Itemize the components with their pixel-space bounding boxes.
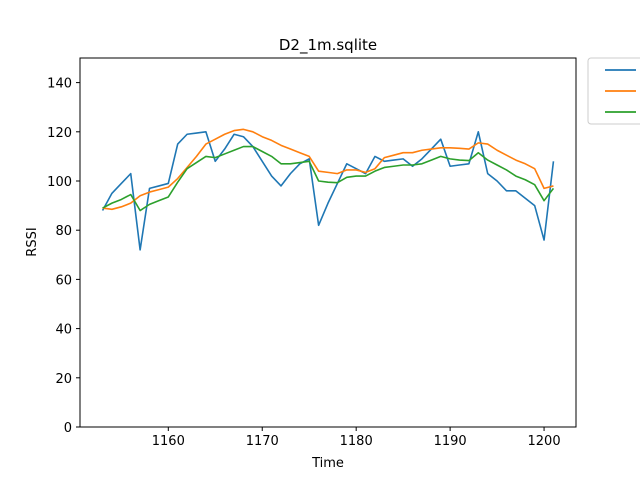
y-tick-label-4: 80 bbox=[55, 224, 72, 239]
y-tick-label-3: 60 bbox=[55, 273, 72, 288]
x-tick-label-0: 1160 bbox=[152, 434, 185, 449]
x-tick-label-1: 1170 bbox=[246, 434, 279, 449]
series-lines bbox=[101, 128, 555, 251]
y-tick-label-0: 0 bbox=[64, 421, 72, 436]
chart-title: D2_1m.sqlite bbox=[279, 36, 377, 55]
y-tick-label-2: 40 bbox=[55, 323, 72, 338]
y-axis: 0 20 40 60 80 100 120 140 bbox=[47, 77, 80, 436]
y-tick-label-6: 120 bbox=[47, 126, 72, 141]
plot-background bbox=[80, 58, 576, 427]
x-tick-label-4: 1200 bbox=[528, 434, 561, 449]
x-axis: 1160 1170 1180 1190 1200 bbox=[152, 427, 561, 449]
legend bbox=[587, 57, 640, 125]
x-tick-label-3: 1190 bbox=[434, 434, 467, 449]
series-line-2 bbox=[102, 128, 554, 211]
y-tick-label-1: 20 bbox=[55, 372, 72, 387]
x-tick-label-2: 1180 bbox=[340, 434, 373, 449]
y-tick-label-5: 100 bbox=[47, 175, 72, 190]
y-tick-label-7: 140 bbox=[47, 77, 72, 92]
series-line-3 bbox=[102, 145, 555, 212]
plot-frame bbox=[79, 57, 577, 428]
x-axis-label: Time bbox=[311, 456, 344, 471]
y-axis-label: RSSI bbox=[25, 227, 40, 256]
series-line-1 bbox=[101, 131, 555, 251]
